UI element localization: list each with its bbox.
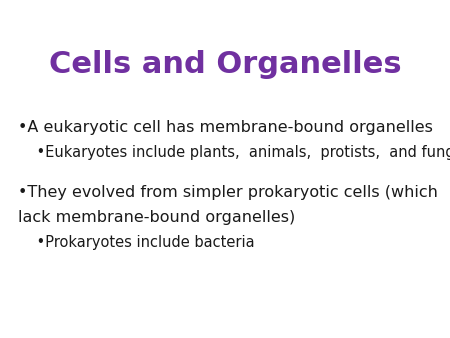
Text: •Eukaryotes include plants,  animals,  protists,  and fungi: •Eukaryotes include plants, animals, pro… <box>18 145 450 160</box>
Text: lack membrane-bound organelles): lack membrane-bound organelles) <box>18 210 295 225</box>
Text: •Prokaryotes include bacteria: •Prokaryotes include bacteria <box>18 235 255 250</box>
Text: •A eukaryotic cell has membrane-bound organelles: •A eukaryotic cell has membrane-bound or… <box>18 120 433 135</box>
Text: •They evolved from simpler prokaryotic cells (which: •They evolved from simpler prokaryotic c… <box>18 185 438 200</box>
Text: Cells and Organelles: Cells and Organelles <box>49 50 401 79</box>
